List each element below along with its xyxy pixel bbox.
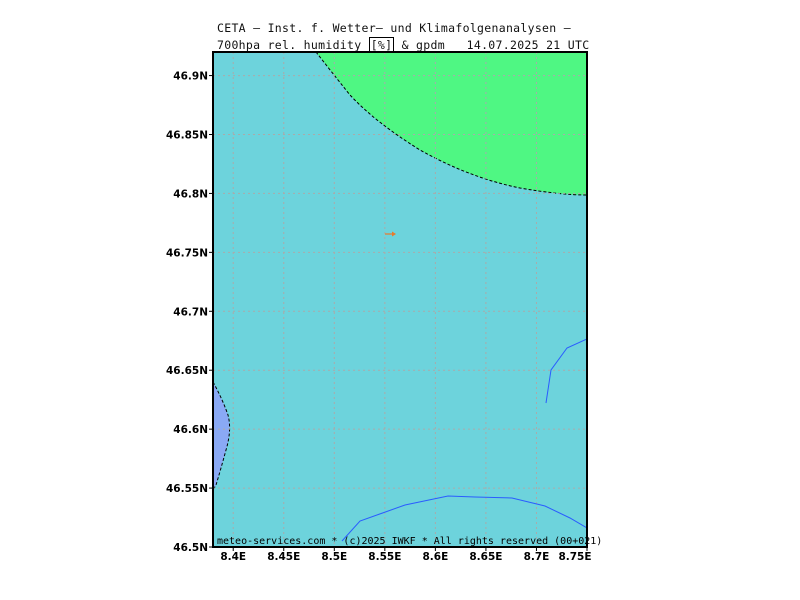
longitude-labels: 8.4E 8.45E 8.5E 8.55E 8.6E 8.65E 8.7E 8.75E — [220, 547, 592, 563]
low-humidity-area — [213, 382, 230, 490]
latitude-labels: 46.9N 46.85N 46.8N 46.75N 46.7N 46.65N 46.6N 46… — [166, 71, 213, 554]
humidity-contour-upper — [315, 52, 587, 196]
lon-tick-label: 8.55E — [368, 551, 401, 563]
lon-tick-label: 8.4E — [220, 551, 246, 563]
chart-subtitle: 700hpa_rel._humidity_ [%] _&_gpdm 14.07.20… — [217, 37, 590, 53]
high-humidity-area — [316, 52, 587, 195]
lon-tick-label: 8.7E — [524, 551, 550, 563]
map-grid — [213, 52, 587, 547]
location-marker — [385, 231, 396, 237]
lat-tick-label: 46.75N — [166, 247, 208, 259]
humidity-contour-left — [213, 381, 231, 491]
lat-tick-label: 46.55N — [166, 483, 208, 495]
border-line-east — [545, 338, 587, 404]
copyright-footer: meteo-services.com * (c)2025 IWKF * All … — [217, 536, 602, 547]
lon-tick-label: 8.75E — [558, 551, 591, 563]
lat-tick-label: 46.8N — [173, 188, 208, 200]
subtitle-unit: [%] — [368, 37, 395, 53]
lat-tick-label: 46.5N — [173, 542, 208, 554]
chart-title: CETA — Inst. f. Wetter— und Klimafolgena… — [217, 21, 571, 35]
subtitle-geopotential: _&_gpdm — [394, 38, 445, 52]
lon-tick-label: 8.5E — [321, 551, 347, 563]
border-line-south — [341, 495, 587, 542]
subtitle-datetime: 14.07.2025 21 UTC — [466, 38, 590, 52]
lat-tick-label: 46.65N — [166, 365, 208, 377]
lat-tick-label: 46.7N — [173, 306, 208, 318]
map-frame — [212, 51, 588, 548]
lon-tick-label: 8.45E — [267, 551, 300, 563]
lat-tick-label: 46.6N — [173, 424, 208, 436]
lat-tick-label: 46.9N — [173, 71, 208, 83]
lon-tick-label: 8.6E — [422, 551, 448, 563]
lat-tick-label: 46.85N — [166, 130, 208, 142]
lon-tick-label: 8.65E — [469, 551, 502, 563]
subtitle-variable: 700hpa_rel._humidity_ — [217, 38, 369, 52]
